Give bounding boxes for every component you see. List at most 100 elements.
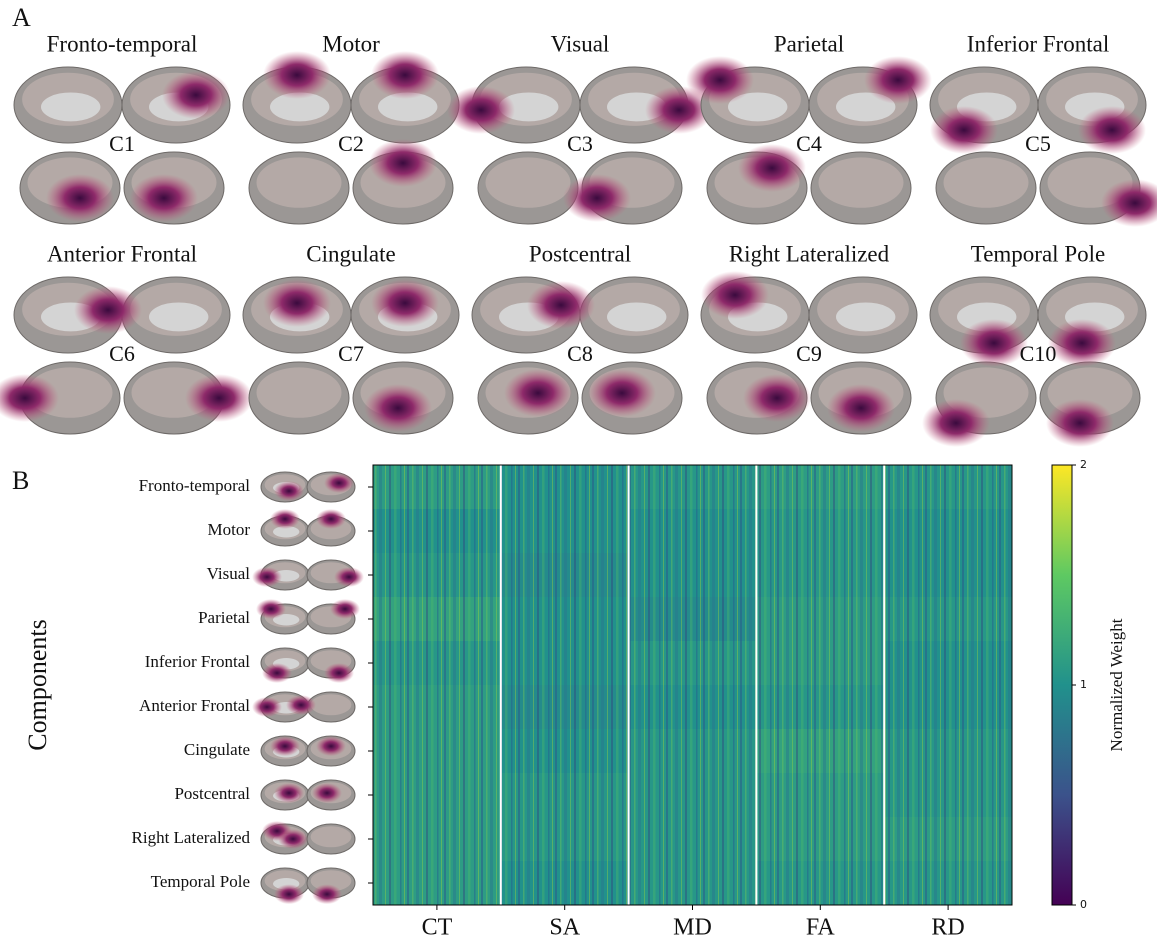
colorbar-tick-label: 0	[1080, 898, 1087, 911]
component-title: Inferior Frontal	[967, 31, 1109, 56]
activation	[316, 509, 346, 529]
activation	[252, 697, 282, 717]
activation	[738, 144, 806, 192]
component-code: C5	[1025, 131, 1051, 156]
column-label: FA	[806, 915, 836, 941]
activation	[504, 369, 572, 417]
row-label: Cingulate	[184, 740, 250, 759]
activation	[334, 567, 364, 587]
activation	[185, 374, 253, 422]
panel-label: A	[12, 3, 31, 32]
component-code: C10	[1020, 341, 1057, 366]
activation	[46, 174, 114, 222]
brain-shade	[256, 157, 342, 208]
colorbar-tick-label: 1	[1080, 678, 1087, 691]
activation	[371, 279, 439, 327]
activation	[527, 281, 595, 329]
activation	[645, 86, 713, 134]
column-label: CT	[422, 915, 453, 941]
brain-medial-wall	[273, 526, 300, 538]
activation	[0, 374, 59, 422]
brain-shade	[485, 157, 571, 208]
activation	[447, 86, 515, 134]
activation	[364, 384, 432, 432]
component-title: Temporal Pole	[971, 241, 1105, 266]
activation	[588, 369, 656, 417]
activation	[252, 567, 282, 587]
activation	[686, 56, 754, 104]
row-label: Fronto-temporal	[139, 476, 251, 495]
heatmap-texture	[373, 465, 1012, 905]
component-code: C3	[567, 131, 593, 156]
component-code: C8	[567, 341, 593, 366]
brain-medial-wall	[728, 92, 788, 122]
activation	[324, 473, 354, 493]
row-label: Visual	[207, 564, 251, 583]
brain-shade	[310, 694, 352, 716]
component-title: Visual	[551, 31, 610, 56]
activation	[274, 884, 304, 905]
component-code: C4	[796, 131, 822, 156]
activation	[371, 51, 439, 99]
activation	[130, 174, 198, 222]
row-label: Right Lateralized	[132, 828, 251, 847]
activation	[312, 783, 342, 803]
activation	[827, 384, 895, 432]
activation	[270, 736, 300, 757]
row-label: Postcentral	[174, 784, 250, 803]
activation	[74, 286, 142, 334]
row-label: Motor	[208, 520, 251, 539]
component-title: Cingulate	[306, 241, 395, 266]
activation	[278, 829, 308, 849]
brain-shade	[818, 157, 904, 208]
activation	[864, 56, 932, 104]
y-axis-label: Components	[23, 619, 52, 750]
activation	[1078, 106, 1146, 154]
activation	[262, 663, 292, 683]
activation	[316, 736, 346, 757]
column-label: SA	[549, 915, 580, 941]
component-title: Right Lateralized	[729, 241, 890, 266]
activation	[1048, 319, 1116, 367]
activation	[1101, 179, 1157, 227]
activation	[270, 509, 300, 529]
activation	[263, 51, 331, 99]
brain-medial-wall	[149, 302, 209, 332]
column-label: MD	[673, 915, 712, 941]
colorbar-tick-label: 2	[1080, 458, 1087, 471]
row-label: Inferior Frontal	[145, 652, 251, 671]
row-label: Temporal Pole	[151, 872, 250, 891]
activation	[312, 884, 342, 905]
panel-label: B	[12, 466, 29, 495]
brain-shade	[310, 826, 352, 848]
activation	[1046, 399, 1114, 447]
component-title: Postcentral	[529, 241, 631, 266]
component-code: C7	[338, 341, 364, 366]
activation	[922, 399, 990, 447]
row-label: Parietal	[198, 608, 250, 627]
colorbar-label: Normalized Weight	[1107, 618, 1126, 751]
activation	[274, 783, 304, 803]
component-code: C1	[109, 131, 135, 156]
activation	[256, 599, 286, 619]
column-label: RD	[931, 915, 964, 941]
component-code: C6	[109, 341, 135, 366]
colorbar	[1051, 464, 1073, 906]
activation	[960, 319, 1028, 367]
brain-medial-wall	[378, 92, 438, 122]
component-code: C2	[338, 131, 364, 156]
component-title: Anterior Frontal	[47, 241, 197, 266]
activation	[701, 271, 769, 319]
component-code: C9	[796, 341, 822, 366]
activation	[743, 374, 811, 422]
activation	[563, 174, 631, 222]
brain-medial-wall	[270, 92, 330, 122]
activation	[330, 599, 360, 619]
activation	[263, 279, 331, 327]
activation	[286, 695, 316, 715]
brain-shade	[943, 157, 1029, 208]
component-title: Parietal	[774, 31, 844, 56]
activation	[274, 481, 304, 501]
row-label: Anterior Frontal	[139, 696, 250, 715]
